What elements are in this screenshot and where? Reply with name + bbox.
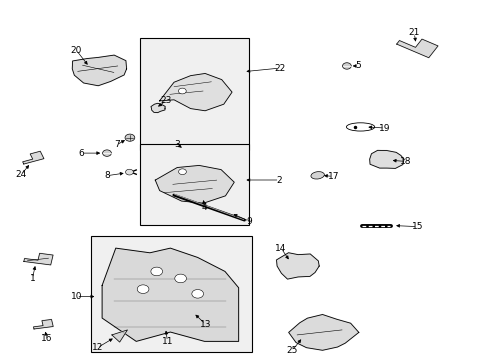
Text: 4: 4 [201,203,207,212]
Text: 18: 18 [399,157,410,166]
Circle shape [174,274,186,283]
Text: 9: 9 [246,217,252,226]
Polygon shape [24,253,53,265]
Text: 3: 3 [174,140,180,149]
Polygon shape [151,103,165,113]
Polygon shape [276,253,319,279]
Polygon shape [112,330,127,342]
Circle shape [151,267,162,276]
Polygon shape [288,315,358,350]
Polygon shape [369,150,403,168]
Text: 11: 11 [162,337,173,346]
Text: 25: 25 [286,346,297,355]
Circle shape [125,169,133,175]
Text: 23: 23 [161,96,172,105]
Circle shape [342,63,350,69]
Bar [140,39,249,149]
Polygon shape [22,151,44,164]
Circle shape [137,285,149,293]
Text: 22: 22 [273,64,285,73]
Polygon shape [72,55,126,86]
Text: 1: 1 [29,274,35,283]
Circle shape [178,169,186,175]
Text: 5: 5 [355,62,361,71]
Text: 20: 20 [70,46,82,55]
Text: 12: 12 [91,343,102,352]
Ellipse shape [310,172,324,179]
Circle shape [102,150,111,156]
Text: 21: 21 [407,28,419,37]
Polygon shape [102,248,238,341]
Circle shape [178,88,186,94]
Circle shape [125,134,135,141]
Bar [91,235,251,352]
Text: 17: 17 [327,172,338,181]
Text: 16: 16 [41,334,53,343]
Polygon shape [155,166,234,203]
Bar [140,144,249,225]
Text: 24: 24 [16,170,27,179]
Text: 10: 10 [70,292,82,301]
Circle shape [191,289,203,298]
Text: 7: 7 [114,140,120,149]
Text: 19: 19 [378,123,390,132]
Text: 6: 6 [78,149,84,158]
Text: 2: 2 [276,176,282,185]
Polygon shape [396,39,437,58]
Text: 13: 13 [199,320,211,329]
Text: 8: 8 [104,171,110,180]
Polygon shape [33,319,53,329]
Polygon shape [159,73,232,111]
Text: 15: 15 [411,222,423,231]
Text: 14: 14 [275,244,286,253]
